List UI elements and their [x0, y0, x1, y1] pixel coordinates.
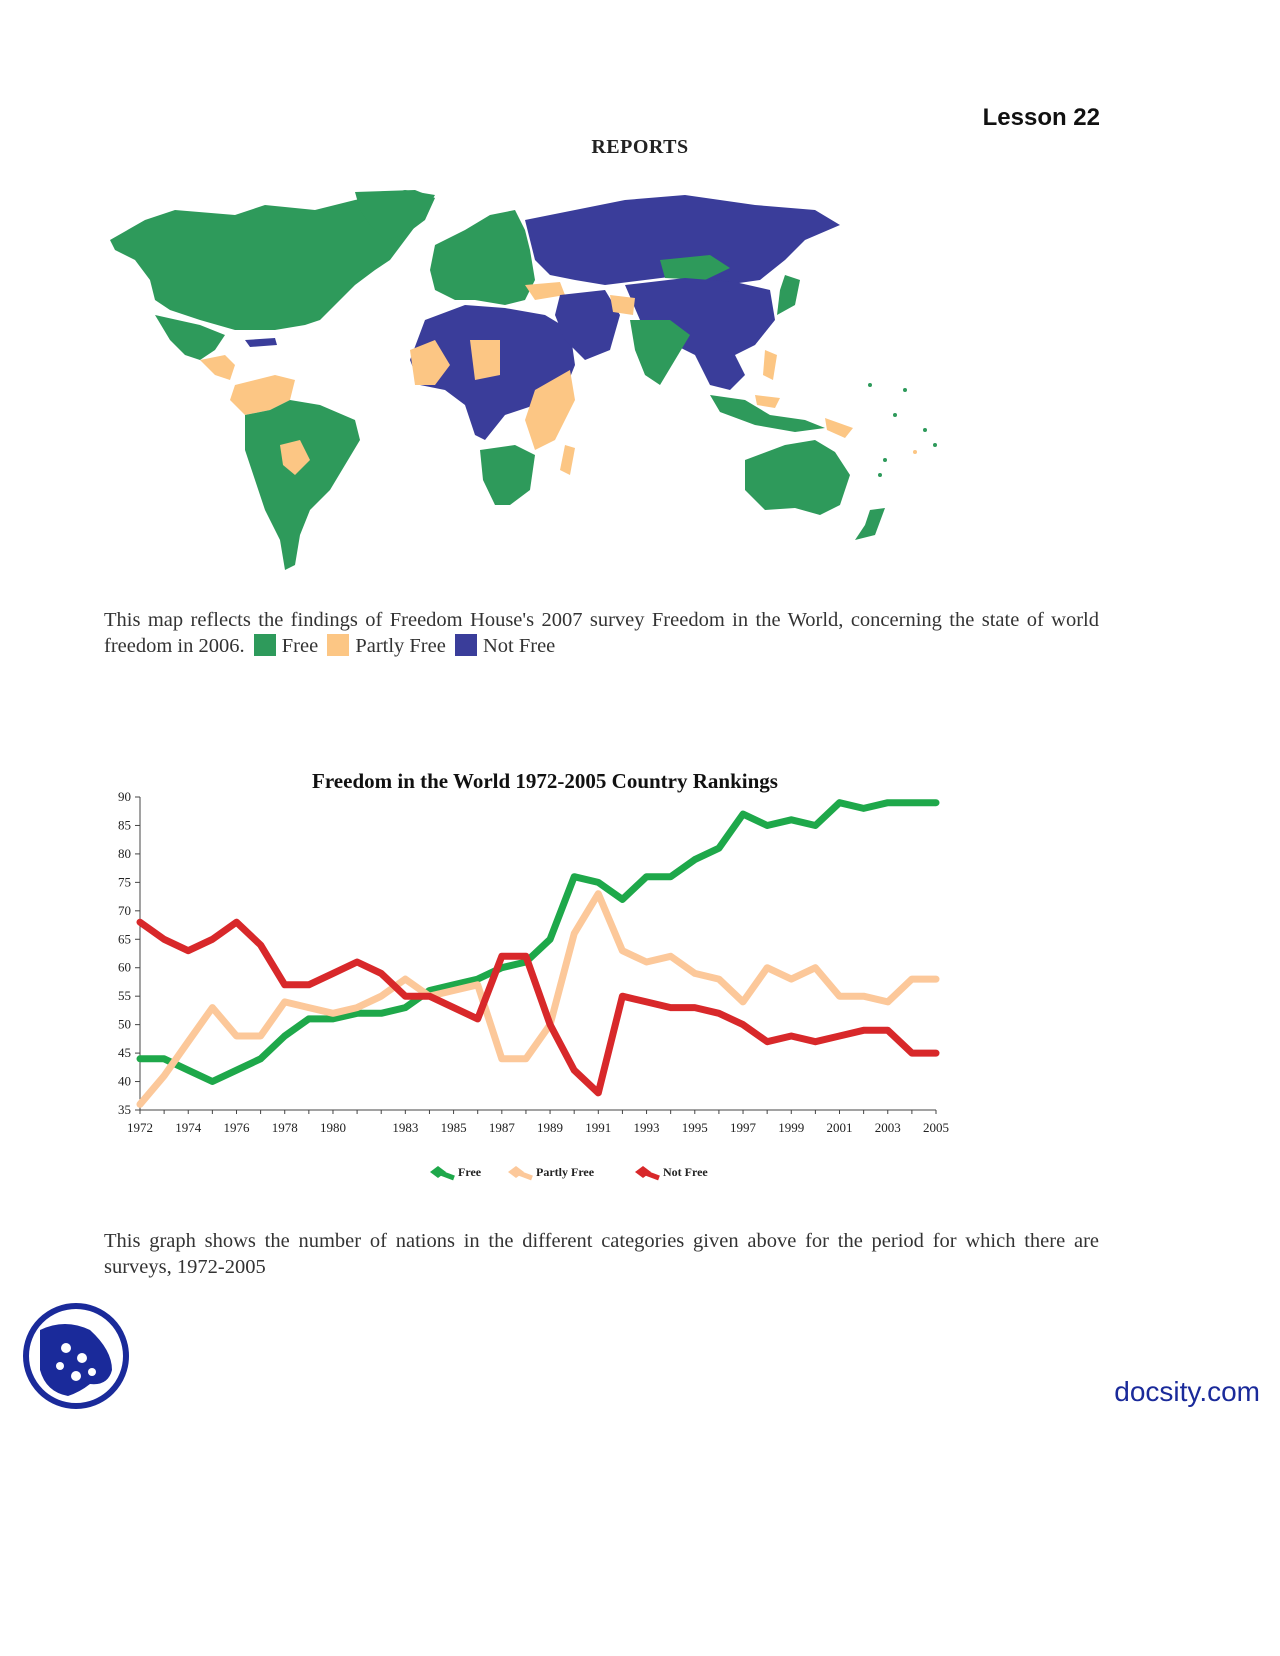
map-madagascar	[560, 445, 575, 475]
x-tick-label: 1995	[682, 1120, 708, 1135]
map-greenland	[355, 190, 435, 240]
legend-label-not-free: Not Free	[482, 635, 556, 657]
x-tick-label: 1987	[489, 1120, 516, 1135]
legend-entry: Free	[458, 1165, 482, 1179]
map-south-america-north	[230, 375, 295, 415]
map-caption: This map reflects the findings of Freedo…	[104, 607, 1099, 659]
map-southeast-asia	[695, 355, 745, 390]
chart-caption: This graph shows the number of nations i…	[104, 1230, 1099, 1278]
chart-series	[136, 799, 940, 1108]
y-tick-label: 80	[118, 846, 131, 861]
y-tick-label: 85	[118, 817, 131, 832]
legend-swatch-not-free	[454, 634, 477, 656]
map-japan	[777, 275, 800, 315]
map-indonesia	[710, 395, 825, 432]
map-europe	[430, 210, 535, 305]
y-tick-label: 50	[118, 1017, 131, 1032]
lesson-number: Lesson 22	[982, 104, 1100, 131]
map-middle-east	[555, 290, 620, 360]
series-line-free	[136, 799, 940, 1085]
chart-title: Freedom in the World 1972-2005 Country R…	[312, 769, 778, 793]
x-tick-label: 1983	[392, 1120, 418, 1135]
legend-line	[515, 1169, 533, 1181]
x-tick-label: 1991	[585, 1120, 611, 1135]
series-line-not-free	[136, 918, 940, 1097]
map-turkey	[525, 282, 565, 300]
legend-swatch-free	[253, 634, 276, 656]
y-tick-label: 35	[118, 1102, 131, 1117]
map-central-america	[200, 355, 235, 380]
x-tick-label: 1980	[320, 1120, 346, 1135]
map-mongolia	[660, 255, 730, 280]
map-sahel	[470, 340, 500, 380]
x-tick-label: 1999	[778, 1120, 804, 1135]
map-southern-africa	[480, 445, 535, 505]
y-tick-label: 55	[118, 988, 131, 1003]
y-tick-label: 90	[118, 789, 131, 804]
map-caption-text: This map reflects the findings of Freedo…	[104, 609, 1099, 657]
map-australia	[745, 440, 850, 515]
page-heading: REPORTS	[591, 136, 689, 158]
chart-axes: 35 40 45 50 55 60 65 70 75 80 85 90 1972 1974 1976 1978…	[118, 789, 949, 1135]
x-tick-label: 1993	[634, 1120, 660, 1135]
chart-legend: Free Partly Free Not Free	[430, 1165, 708, 1181]
map-india	[630, 320, 690, 385]
docsity-logo	[23, 1303, 129, 1409]
map-afghanistan	[610, 295, 635, 315]
legend-line	[642, 1169, 660, 1181]
map-malaysia	[755, 395, 780, 408]
y-tick-label: 60	[118, 960, 131, 975]
x-tick-label: 1997	[730, 1120, 757, 1135]
x-tick-label: 1978	[272, 1120, 298, 1135]
map-philippines	[763, 350, 777, 380]
legend-label-partly-free: Partly Free	[355, 635, 446, 657]
map-bolivia	[280, 440, 310, 475]
x-tick-label: 1989	[537, 1120, 563, 1135]
legend-label-free: Free	[281, 635, 319, 657]
y-tick-label: 45	[118, 1045, 131, 1060]
x-tick-label: 1972	[127, 1120, 153, 1135]
map-russia	[525, 195, 840, 285]
x-tick-label: 1985	[441, 1120, 467, 1135]
x-tick-label: 1976	[223, 1120, 250, 1135]
map-west-africa	[410, 340, 450, 385]
world-freedom-map	[110, 190, 937, 570]
x-tick-label: 2003	[875, 1120, 901, 1135]
x-tick-label: 1974	[175, 1120, 202, 1135]
map-south-america	[245, 400, 360, 570]
legend-swatch-partly-free	[327, 634, 350, 656]
map-mexico	[155, 315, 225, 360]
y-tick-label: 75	[118, 874, 131, 889]
map-north-america	[110, 190, 435, 330]
map-east-africa	[525, 370, 575, 450]
freedom-rankings-chart: Freedom in the World 1972-2005 Country R…	[118, 769, 949, 1181]
y-tick-label: 70	[118, 903, 131, 918]
series-line-partly-free	[136, 890, 940, 1108]
map-cuba	[245, 338, 277, 347]
legend-entry: Not Free	[663, 1165, 708, 1179]
x-tick-label: 2001	[827, 1120, 853, 1135]
x-tick-label: 2005	[923, 1120, 949, 1135]
legend-entry: Partly Free	[536, 1165, 595, 1179]
y-tick-label: 40	[118, 1074, 131, 1089]
y-tick-label: 65	[118, 931, 131, 946]
map-china	[625, 278, 775, 360]
map-new-zealand	[855, 508, 885, 540]
docsity-brand-link[interactable]: docsity.com	[1114, 1376, 1260, 1407]
legend-line	[437, 1169, 455, 1181]
map-papua	[825, 418, 853, 438]
